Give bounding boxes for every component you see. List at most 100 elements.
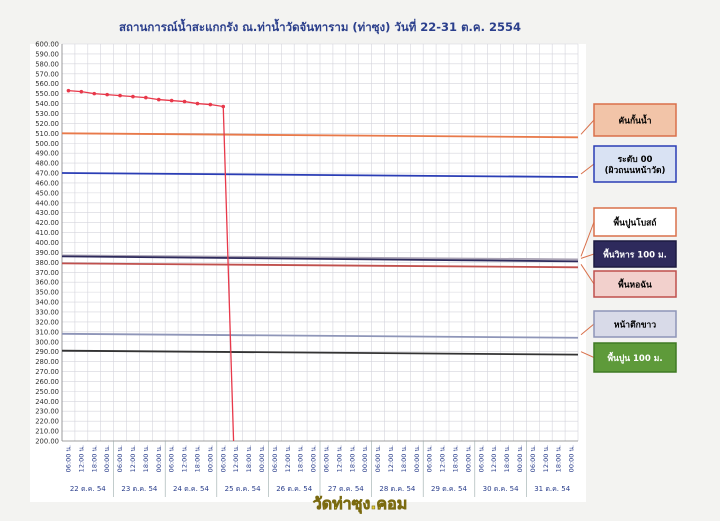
chart-title: สถานการณ์น้ำสะแกกรัง ณ.ท่าน้ำวัดจันทาราม…: [119, 18, 521, 35]
x-tick-label: 18:00 น.: [451, 445, 459, 472]
x-tick-label: 12:00 น.: [284, 445, 292, 472]
x-tick-label: 00:00 น.: [155, 445, 163, 472]
data-point: [118, 93, 122, 98]
watermark: วัดท่าซุง.คอม: [313, 494, 408, 514]
x-tick-label: 12:00 น.: [129, 445, 137, 472]
y-tick-label: 560.00: [35, 80, 59, 88]
x-tick-label: 06:00 น.: [116, 445, 124, 472]
y-tick-label: 400.00: [35, 239, 59, 247]
x-tick-label: 06:00 น.: [168, 445, 176, 472]
y-tick-label: 300.00: [35, 338, 59, 346]
date-label: 24 ต.ค. 54: [173, 485, 209, 493]
chart-grid: [61, 43, 579, 442]
callout-leader: [580, 264, 595, 285]
callout-box: [593, 240, 677, 268]
y-tick-label: 490.00: [35, 150, 59, 158]
y-tick-label: 420.00: [35, 219, 59, 227]
x-tick-label: 18:00 น.: [193, 445, 201, 472]
data-point: [156, 97, 161, 102]
reference-line: [61, 332, 579, 339]
x-axis: 06:00 น. 12:00 น. 18:00 น. 00:00 น. 06:00 น.…: [64, 441, 576, 497]
y-tick-label: 430.00: [35, 209, 59, 217]
date-label: 28 ต.ค. 54: [379, 485, 415, 493]
x-tick-label: 18:00 น.: [400, 445, 408, 472]
data-point: [131, 94, 135, 99]
x-tick-label: 12:00 น.: [439, 445, 447, 472]
y-tick-label: 340.00: [35, 299, 59, 307]
y-tick-label: 480.00: [35, 160, 59, 168]
x-tick-label: 12:00 น.: [490, 445, 498, 472]
y-tick-label: 460.00: [35, 179, 59, 187]
x-tick-label: 06:00 น.: [477, 445, 485, 472]
x-tick-label: 12:00 น.: [387, 445, 395, 472]
callout-leader: [580, 221, 595, 257]
date-label: 29 ต.ค. 54: [431, 485, 467, 493]
reference-line: [61, 172, 579, 178]
reference-label: พื้นหอฉัน: [618, 278, 652, 291]
x-tick-label: 06:00 น.: [219, 445, 227, 472]
y-tick-label: 320.00: [35, 318, 59, 326]
y-tick-label: 580.00: [35, 60, 59, 68]
callout-leader: [580, 119, 595, 135]
x-tick-label: 00:00 น.: [206, 445, 214, 472]
y-tick-label: 570.00: [35, 70, 59, 78]
y-tick-label: 260.00: [35, 378, 59, 386]
date-label: 25 ต.ค. 54: [225, 485, 261, 493]
reference-lines: [61, 132, 579, 356]
y-tick-label: 290.00: [35, 348, 59, 356]
y-tick-label: 350.00: [35, 289, 59, 297]
data-point: [182, 99, 187, 104]
x-tick-label: 18:00 น.: [90, 445, 98, 472]
date-label: 27 ต.ค. 54: [328, 485, 364, 493]
reference-label: พื้นวิหาร 100 ม.: [603, 248, 667, 261]
x-tick-label: 06:00 น.: [271, 445, 279, 472]
reference-label: พื้นปูนโบสถ์: [614, 216, 657, 229]
callout-leader: [580, 163, 595, 175]
y-tick-label: 240.00: [35, 398, 59, 406]
y-tick-label: 470.00: [35, 170, 59, 178]
y-tick-label: 390.00: [35, 249, 59, 257]
x-tick-label: 06:00 น.: [322, 445, 330, 472]
callout-box: [593, 310, 677, 338]
reference-line: [61, 349, 579, 356]
reference-line: [61, 262, 579, 269]
x-tick-label: 12:00 น.: [77, 445, 85, 472]
y-tick-label: 520.00: [35, 120, 59, 128]
series-line: [68, 89, 235, 442]
date-label: 22 ต.ค. 54: [70, 485, 106, 493]
data-point: [66, 88, 71, 93]
callout-leader: [580, 253, 595, 259]
y-tick-label: 410.00: [35, 229, 59, 237]
water-level-series: [66, 88, 235, 442]
y-tick-label: 370.00: [35, 269, 59, 277]
y-tick-label: 280.00: [35, 358, 59, 366]
x-tick-label: 06:00 น.: [529, 445, 537, 472]
x-tick-label: 06:00 น.: [426, 445, 434, 472]
reference-label: ระดับ 00: [618, 154, 653, 165]
reference-label: คันกั้นน้ำ: [618, 114, 651, 127]
y-tick-label: 210.00: [35, 428, 59, 436]
reference-label: (ผิวถนนหน้าวัด): [605, 165, 666, 176]
y-tick-label: 600.00: [35, 41, 59, 49]
x-tick-label: 00:00 น.: [568, 445, 576, 472]
reference-label: พื้นปูน 100 ม.: [607, 351, 662, 364]
y-tick-label: 550.00: [35, 90, 59, 98]
y-tick-label: 510.00: [35, 130, 59, 138]
x-tick-label: 06:00 น.: [374, 445, 382, 472]
y-tick-label: 380.00: [35, 259, 59, 267]
x-tick-label: 18:00 น.: [348, 445, 356, 472]
y-tick-label: 220.00: [35, 418, 59, 426]
data-point: [208, 102, 213, 107]
data-point: [105, 92, 109, 97]
y-tick-label: 450.00: [35, 189, 59, 197]
data-point: [221, 104, 226, 109]
y-axis: 200.00 210.00 220.00 230.00 240.00 250.00 260.…: [35, 41, 59, 446]
callout-box: [593, 342, 677, 373]
callout-box: [593, 270, 677, 298]
y-tick-label: 310.00: [35, 328, 59, 336]
x-tick-label: 12:00 น.: [181, 445, 189, 472]
x-tick-label: 00:00 น.: [103, 445, 111, 472]
y-tick-label: 530.00: [35, 110, 59, 118]
x-tick-label: 00:00 น.: [413, 445, 421, 472]
